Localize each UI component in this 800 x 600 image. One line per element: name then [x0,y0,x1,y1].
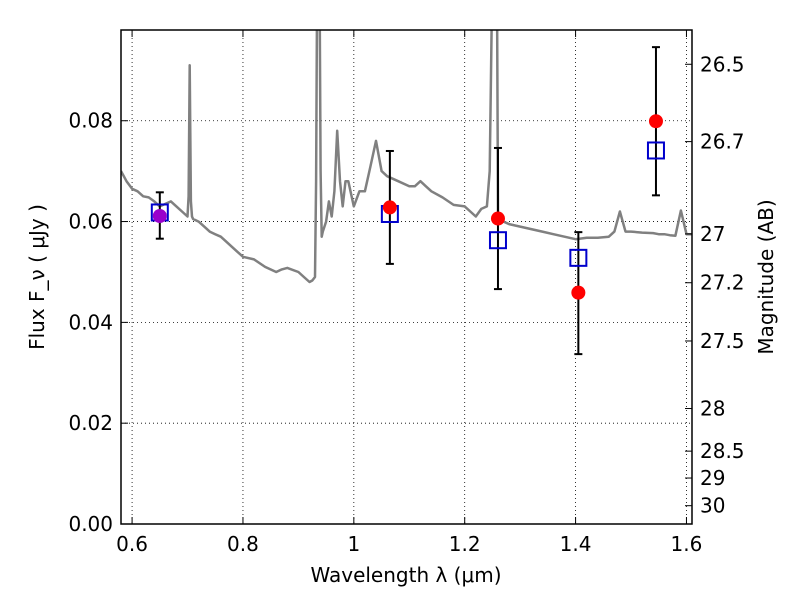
x-axis-title: Wavelength λ (μm) [310,563,501,587]
mag-tick-label: 26.7 [700,130,745,154]
right-axis-title: Magnitude (AB) [754,199,778,354]
x-tick-label: 1.4 [560,532,592,556]
observed-marker [648,114,663,129]
x-tick-label: 1.6 [671,532,703,556]
blend-marker [152,209,167,224]
y-axis-title: Flux F_ν ( μJy ) [25,204,49,350]
mag-tick-label: 27.5 [700,329,745,353]
mag-tick-label: 26.5 [700,52,745,76]
mag-tick-label: 30 [700,494,725,518]
y-tick-label: 0.06 [68,210,113,234]
y-tick-label: 0.00 [68,512,113,536]
mag-tick-label: 27 [700,222,725,246]
mag-tick-label: 28 [700,397,725,421]
observed-marker [382,200,397,215]
mag-tick-label: 29 [700,466,725,490]
plot-frame [120,29,693,525]
y-tick-label: 0.02 [68,411,113,435]
model-photometry-marker [488,231,507,250]
model-photometry-marker [646,141,665,160]
model-photometry-marker [569,248,588,267]
x-tick-label: 0.6 [116,532,148,556]
mag-tick-label: 28.5 [700,439,745,463]
plot-background [121,30,692,524]
x-tick-label: 1 [347,532,360,556]
observed-marker [490,211,505,226]
observed-marker [571,285,586,300]
x-tick-label: 0.8 [227,532,259,556]
x-tick-label: 1.2 [449,532,481,556]
axis-ticks: 0.6 0.8 1 1.2 1.4 1.6 0.00 0.02 0.04 0.06 0.08 26.5… [68,30,745,556]
model-spectrum-line [121,30,692,284]
mag-tick-label: 27.2 [700,271,745,295]
data-markers [150,46,665,356]
y-tick-label: 0.04 [68,310,113,334]
y-tick-label: 0.08 [68,109,113,133]
